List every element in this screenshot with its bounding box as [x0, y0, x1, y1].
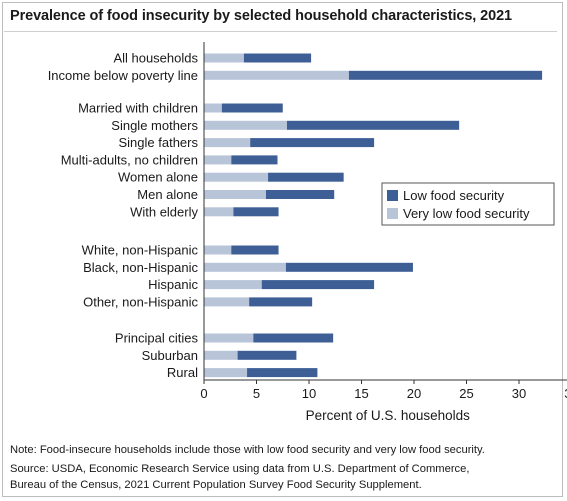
category-labels: All households Income below poverty line M… — [48, 51, 199, 381]
bar-principal-cities-low-food-security — [253, 333, 334, 343]
category-label-all-households: All households — [113, 51, 198, 66]
bar-men-alone-very-low-food-security — [204, 190, 266, 199]
category-label-men-alone: Men alone — [137, 187, 198, 202]
chart-title: Prevalence of food insecurity by selecte… — [10, 8, 513, 24]
bar-single-fathers-very-low-food-security — [204, 138, 251, 148]
legend-box — [381, 182, 555, 226]
category-label-multi-adults-no-children: Multi-adults, no children — [61, 152, 198, 167]
category-label-women-alone: Women alone — [118, 170, 198, 185]
bar-hispanic-very-low-food-security — [204, 280, 262, 290]
legend-swatch-low-food-security — [387, 190, 398, 201]
bar-rural-very-low-food-security — [204, 368, 248, 378]
bar-multi-adults-no-children-low-food-security — [231, 155, 278, 165]
category-label-married-with-children: Married with children — [78, 101, 198, 116]
category-label-income-below-poverty-line: Income below poverty line — [48, 68, 198, 83]
x-tick-label-10: 10 — [302, 386, 316, 401]
category-label-suburban: Suburban — [142, 348, 198, 363]
x-axis-title: Percent of U.S. households — [306, 408, 471, 423]
bar-white-non-hispanic-low-food-security — [231, 245, 279, 255]
bar-all-households-low-food-security — [243, 53, 312, 63]
chart-notes: Note: Food-insecure households include t… — [10, 442, 562, 493]
bar-other-non-hispanic-low-food-security — [249, 297, 313, 307]
x-tick-label-0: 0 — [200, 386, 207, 401]
bar-women-alone-very-low-food-security — [204, 172, 269, 182]
bar-married-with-children-low-food-security — [221, 103, 283, 113]
title-divider — [4, 31, 557, 32]
category-label-with-elderly: With elderly — [130, 204, 198, 219]
category-label-white-non-hispanic: White, non-Hispanic — [82, 243, 199, 258]
bar-married-with-children-very-low-food-security — [204, 103, 222, 113]
bar-men-alone-low-food-security — [265, 190, 335, 199]
legend-label-very-low-food-security: Very low food security — [403, 206, 530, 221]
bar-suburban-low-food-security — [237, 350, 297, 360]
bar-other-non-hispanic-very-low-food-security — [204, 297, 250, 307]
category-label-principal-cities: Principal cities — [115, 331, 199, 346]
chart-svg: All households Income below poverty line M… — [48, 42, 567, 423]
legend: Low food security Very low food security — [381, 182, 555, 226]
bar-single-mothers-low-food-security — [286, 120, 460, 130]
category-label-other-non-hispanic: Other, non-Hispanic — [83, 294, 198, 309]
bar-rural-low-food-security — [247, 368, 318, 378]
bar-single-fathers-low-food-security — [250, 138, 375, 148]
x-tick-label-30: 30 — [512, 386, 526, 401]
bar-multi-adults-no-children-very-low-food-security — [204, 155, 232, 165]
category-label-single-mothers: Single mothers — [111, 118, 198, 133]
bar-layer — [204, 53, 543, 378]
category-label-black-non-hispanic: Black, non-Hispanic — [83, 260, 198, 275]
x-tick-label-15: 15 — [354, 386, 368, 401]
x-axis: 0 5 10 15 20 25 30 35 Percent of U.S. households — [200, 42, 567, 423]
source-text-line-1: Source: USDA, Economic Research Service … — [10, 463, 470, 475]
bar-all-households-very-low-food-security — [204, 53, 244, 63]
bar-suburban-very-low-food-security — [204, 350, 238, 360]
note-text: Note: Food-insecure households include t… — [10, 444, 485, 456]
bar-with-elderly-very-low-food-security — [204, 207, 234, 217]
bar-hispanic-low-food-security — [261, 280, 375, 290]
bar-black-non-hispanic-low-food-security — [285, 262, 413, 272]
bar-income-below-poverty-line-low-food-security — [348, 70, 543, 80]
x-tick-label-25: 25 — [459, 386, 473, 401]
bar-women-alone-low-food-security — [268, 172, 344, 182]
bar-black-non-hispanic-very-low-food-security — [204, 262, 286, 272]
chart-frame — [2, 2, 563, 497]
bar-principal-cities-very-low-food-security — [204, 333, 254, 343]
bar-white-non-hispanic-very-low-food-security — [204, 245, 232, 255]
legend-swatch-very-low-food-security — [387, 208, 398, 219]
bar-single-mothers-very-low-food-security — [204, 120, 287, 130]
x-tick-label-35: 35 — [564, 386, 567, 401]
source-text-line-2: Bureau of the Census, 2021 Current Popul… — [10, 479, 422, 491]
category-label-single-fathers: Single fathers — [119, 135, 199, 150]
bar-with-elderly-low-food-security — [233, 207, 279, 217]
category-label-hispanic: Hispanic — [148, 277, 198, 292]
legend-label-low-food-security: Low food security — [403, 188, 505, 203]
category-label-rural: Rural — [167, 365, 198, 380]
bar-income-below-poverty-line-very-low-food-security — [204, 70, 349, 80]
x-tick-label-5: 5 — [253, 386, 260, 401]
x-tick-label-20: 20 — [407, 386, 421, 401]
